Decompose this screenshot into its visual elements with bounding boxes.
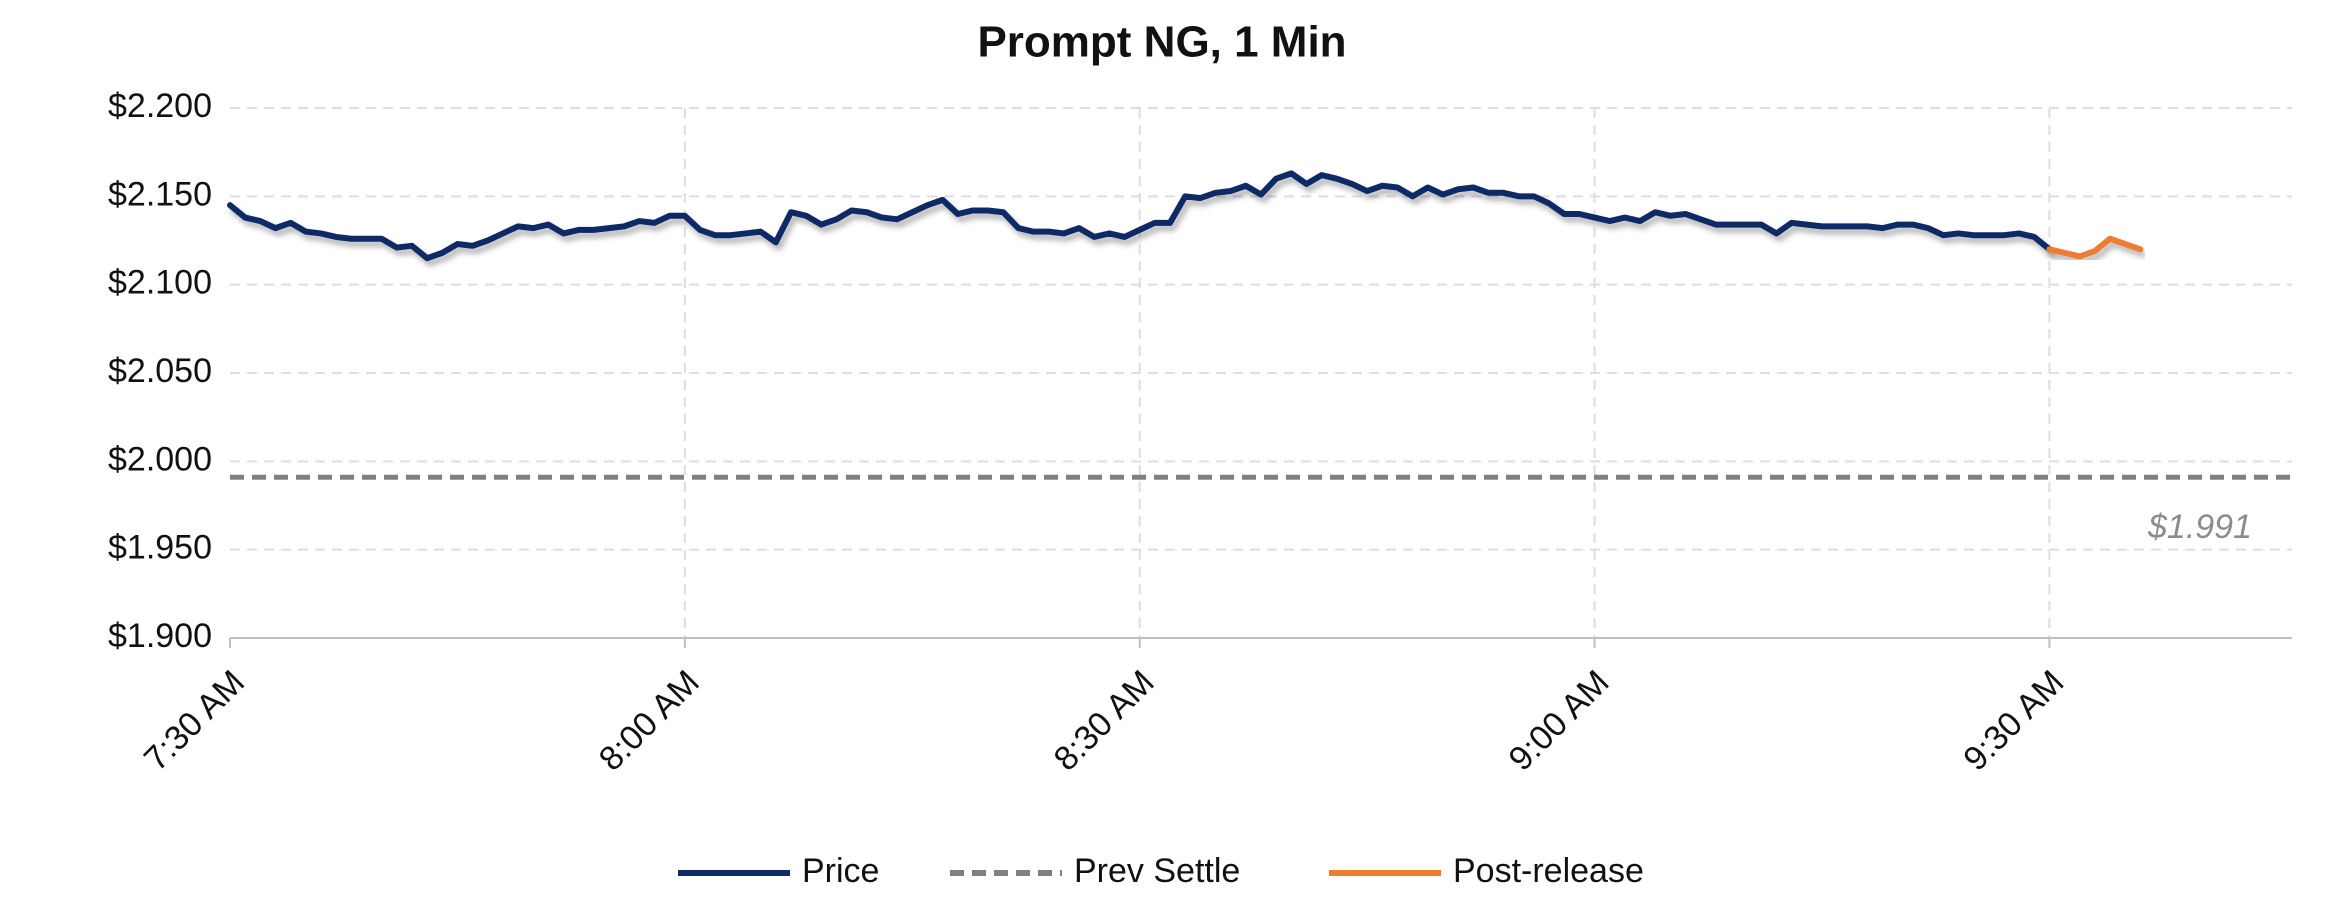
x-tick-label: 8:00 AM	[592, 663, 707, 778]
y-tick-label: $1.900	[108, 617, 212, 655]
x-tick-label: 9:00 AM	[1501, 663, 1616, 778]
y-tick-label: $2.000	[108, 440, 212, 478]
reference-label: $1.991	[2147, 508, 2252, 546]
legend-label: Price	[802, 852, 879, 890]
x-tick-label: 9:30 AM	[1956, 663, 2071, 778]
chart-title: Prompt NG, 1 Min	[977, 18, 1346, 67]
y-tick-label: $2.150	[108, 175, 212, 213]
price-line	[227, 170, 2053, 262]
legend-label: Prev Settle	[1074, 852, 1240, 890]
legend-label: Post-release	[1453, 852, 1644, 890]
x-tick-label: 8:30 AM	[1047, 663, 1162, 778]
y-tick-label: $2.100	[108, 264, 212, 302]
price-line	[2046, 235, 2144, 260]
y-tick-label: $2.050	[108, 352, 212, 390]
y-tick-label: $1.950	[108, 529, 212, 567]
x-tick-label: 7:30 AM	[137, 663, 252, 778]
y-tick-label: $2.200	[108, 87, 212, 125]
